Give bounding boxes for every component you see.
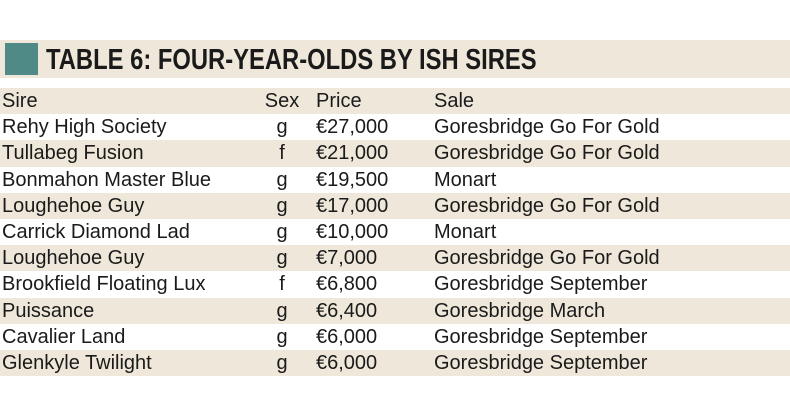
cell-price: €6,400: [316, 299, 378, 322]
cell-sex: g: [276, 299, 288, 322]
cell-sale: Goresbridge September: [434, 325, 648, 348]
cell-sire: Bonmahon Master Blue: [2, 168, 212, 191]
cell-sale: Goresbridge September: [434, 273, 648, 296]
header-sale: Sale: [434, 90, 475, 112]
table-row: Tullabeg Fusion f €21,000 Goresbridge Go Fo…: [0, 140, 790, 167]
cell-sale: Goresbridge September: [434, 351, 648, 374]
table-row: Rehy High Society g €27,000 Goresbridge Go …: [0, 114, 790, 140]
cell-sire: Rehy High Society: [2, 116, 167, 139]
table-row: Cavalier Land g €6,000 Goresbridge Septembe…: [0, 324, 790, 350]
cell-sire: Tullabeg Fusion: [2, 142, 144, 165]
cell-sire: Brookfield Floating Lux: [2, 273, 206, 296]
cell-sire: Glenkyle Twilight: [2, 351, 152, 374]
cell-price: €6,000: [316, 325, 378, 348]
cell-sale: Monart: [434, 220, 497, 243]
cell-price: €27,000: [316, 116, 389, 139]
cell-sex: g: [276, 247, 288, 270]
table-row: Brookfield Floating Lux f €6,800 Goresbridg…: [0, 271, 790, 297]
table-title: TABLE 6: FOUR-YEAR-OLDS BY ISH SIRES: [46, 44, 537, 76]
table-row: Glenkyle Twilight g €6,000 Goresbridge Sept…: [0, 349, 790, 377]
cell-price: €6,800: [316, 273, 378, 296]
cell-price: €6,000: [316, 351, 378, 374]
cell-sex: g: [276, 220, 288, 243]
header-price: Price: [316, 90, 362, 112]
table-row: Loughehoe Guy g €7,000 Goresbridge Go For G…: [0, 245, 790, 272]
cell-sale: Goresbridge Go For Gold: [434, 194, 660, 217]
table-row: Loughehoe Guy g €17,000 Goresbridge Go For …: [0, 192, 790, 219]
cell-sire: Carrick Diamond Lad: [2, 220, 190, 243]
sires-table: Sire Sex Price Sale Rehy High Society g €2…: [0, 88, 790, 377]
cell-price: €10,000: [316, 220, 389, 243]
title-marker-square: [5, 43, 38, 75]
cell-sex: g: [276, 168, 288, 191]
cell-sale: Goresbridge Go For Gold: [434, 247, 660, 270]
cell-sale: Goresbridge Go For Gold: [434, 142, 660, 165]
cell-sex: f: [279, 142, 285, 165]
cell-price: €17,000: [316, 194, 389, 217]
cell-sale: Goresbridge Go For Gold: [434, 116, 660, 139]
cell-sex: g: [276, 351, 288, 374]
table-row: Puissance g €6,400 Goresbridge March: [0, 297, 790, 324]
cell-price: €21,000: [316, 142, 389, 165]
table-row: Bonmahon Master Blue g €19,500 Monart: [0, 167, 790, 193]
cell-sire: Puissance: [2, 299, 95, 322]
cell-sex: g: [276, 325, 288, 348]
cell-price: €7,000: [316, 247, 378, 270]
cell-sex: g: [276, 194, 288, 217]
cell-sale: Monart: [434, 168, 497, 191]
cell-sex: f: [279, 273, 285, 296]
cell-sire: Loughehoe Guy: [2, 247, 145, 270]
cell-price: €19,500: [316, 168, 389, 191]
cell-sire: Loughehoe Guy: [2, 194, 145, 217]
table-row: Carrick Diamond Lad g €10,000 Monart: [0, 219, 790, 245]
header-sire: Sire: [2, 90, 38, 112]
cell-sire: Cavalier Land: [2, 325, 126, 348]
table-header-row: Sire Sex Price Sale: [0, 88, 790, 115]
title-band: [0, 40, 790, 78]
header-sex: Sex: [264, 90, 300, 112]
cell-sale: Goresbridge March: [434, 299, 606, 322]
cell-sex: g: [276, 116, 288, 139]
